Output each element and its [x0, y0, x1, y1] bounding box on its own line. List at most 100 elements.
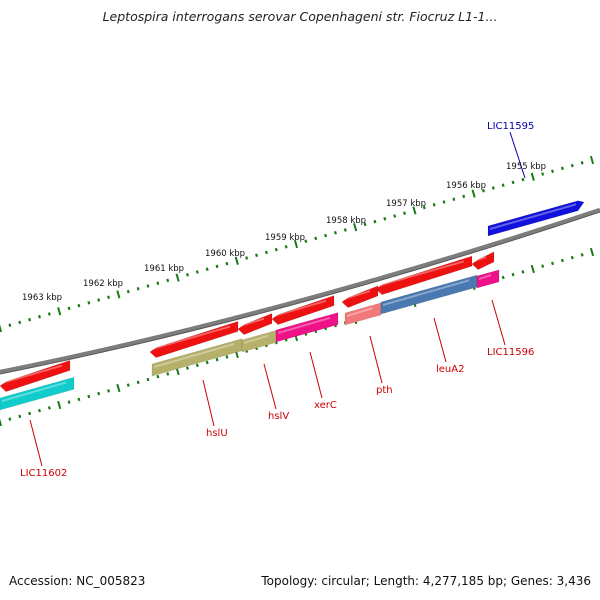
gene-hslu-forward [149, 320, 239, 359]
inner-minor-tick [136, 380, 140, 385]
leader-lic11596 [491, 299, 506, 346]
inner-minor-tick [580, 253, 584, 257]
gene-lic11602-forward [0, 359, 71, 393]
outer-minor-tick [255, 253, 259, 257]
leader-hslv [263, 363, 277, 410]
outer-major-tick [175, 273, 180, 282]
outer-major-tick [471, 189, 476, 198]
outer-minor-tick [314, 236, 318, 241]
inner-major-tick [589, 247, 595, 257]
outer-minor-tick [107, 295, 111, 299]
outer-minor-tick [422, 205, 426, 210]
outer-minor-tick [264, 250, 268, 255]
outer-minor-tick [47, 312, 51, 316]
inner-minor-tick [541, 264, 545, 268]
gene-label-hslv: hslV [268, 411, 289, 422]
outer-minor-tick [462, 194, 466, 199]
outer-minor-tick [166, 278, 170, 283]
outer-minor-tick [18, 320, 22, 325]
outer-minor-tick [225, 261, 229, 266]
outer-minor-tick [126, 289, 130, 294]
genome-summary-text: Topology: circular; Length: 4,277,185 bp… [261, 574, 591, 588]
gene-leua2-feature-highlight [383, 279, 469, 306]
inner-minor-tick [511, 272, 515, 277]
gene-label-xerc: xerC [314, 400, 337, 411]
gene-hslu-forward-highlight [152, 325, 230, 350]
inner-major-tick [57, 400, 62, 410]
inner-minor-tick [146, 377, 150, 382]
gene-lic11595-blue [487, 200, 585, 237]
outer-minor-tick [481, 189, 485, 193]
outer-minor-tick [146, 284, 150, 288]
leader-lic11602 [29, 419, 43, 467]
gene-lic11595-blue-highlight [490, 203, 576, 230]
inner-minor-tick [67, 400, 71, 404]
gene-lic11596-forward-highlight [474, 256, 486, 262]
inner-minor-tick [87, 394, 91, 399]
inner-tick-track [0, 247, 595, 427]
kbp-label-1959: 1959 kbp [265, 233, 305, 243]
inner-minor-tick [107, 389, 111, 393]
outer-minor-tick [304, 239, 308, 243]
inner-major-tick [0, 418, 3, 427]
outer-major-tick [0, 324, 3, 333]
gene-pth-forward-highlight [344, 290, 370, 300]
inner-minor-tick [521, 270, 525, 274]
gene-hslv-forward [237, 313, 273, 336]
outer-minor-tick [195, 270, 199, 274]
backbone-shadow [0, 211, 600, 375]
outer-minor-tick [373, 219, 377, 224]
gene-hslv-feature-highlight [244, 334, 268, 344]
gene-xerc-forward [271, 295, 335, 326]
gene-lic11602-feature-highlight [2, 381, 66, 402]
leader-hslu [202, 379, 215, 427]
gene-xerc-feature [275, 312, 339, 343]
inner-minor-tick [205, 360, 209, 365]
outer-minor-tick [324, 233, 328, 238]
outer-minor-tick [205, 267, 209, 271]
outer-minor-tick [442, 200, 446, 204]
inner-minor-tick [28, 411, 32, 416]
gene-label-hslu: hslU [206, 428, 228, 439]
inner-minor-tick [560, 258, 564, 263]
gene-label-leua2: leuA2 [436, 364, 464, 375]
outer-minor-tick [156, 281, 160, 285]
gene-xerc-forward-highlight [274, 299, 326, 317]
outer-minor-tick [28, 317, 32, 322]
gene-hslu-feature-highlight [154, 343, 234, 368]
accession-text: Accession: NC_005823 [9, 574, 146, 588]
outer-minor-tick [185, 273, 189, 277]
gene-pth-feature-highlight [347, 307, 373, 317]
inner-minor-tick [225, 355, 229, 359]
outer-minor-tick [541, 172, 545, 176]
outer-minor-tick [77, 303, 81, 308]
leader-xerc [309, 351, 323, 399]
kbp-label-1962: 1962 kbp [83, 279, 123, 289]
gene-label-lic11596: LIC11596 [487, 347, 534, 358]
outer-major-tick [530, 172, 535, 181]
outer-minor-tick [215, 264, 219, 269]
outer-minor-tick [452, 197, 456, 201]
outer-minor-tick [383, 217, 387, 221]
kbp-labels: 1955 kbp 1956 kbp 1957 kbp 1958 kbp 1959… [22, 162, 546, 303]
leader-pth [369, 335, 383, 384]
gene-xerc-feature-highlight [278, 316, 330, 334]
outer-minor-tick [521, 177, 525, 182]
outer-major-tick [412, 206, 417, 215]
outer-minor-tick [580, 161, 584, 165]
label-leader-lines [29, 131, 526, 467]
blue-strand-genes [487, 200, 585, 237]
outer-minor-tick [551, 169, 555, 173]
outer-minor-tick [343, 228, 347, 232]
outer-minor-tick [245, 256, 249, 260]
kbp-label-1956: 1956 kbp [446, 181, 486, 191]
outer-minor-tick [8, 323, 12, 327]
outer-minor-tick [333, 231, 337, 235]
kbp-label-1963: 1963 kbp [22, 293, 62, 303]
outer-minor-tick [136, 287, 140, 291]
gene-lic11596-feature-highlight [479, 274, 491, 280]
inner-minor-tick [166, 372, 170, 376]
inner-major-tick [116, 383, 121, 393]
gene-lic11596-feature [476, 269, 500, 289]
inner-minor-tick [195, 363, 199, 368]
